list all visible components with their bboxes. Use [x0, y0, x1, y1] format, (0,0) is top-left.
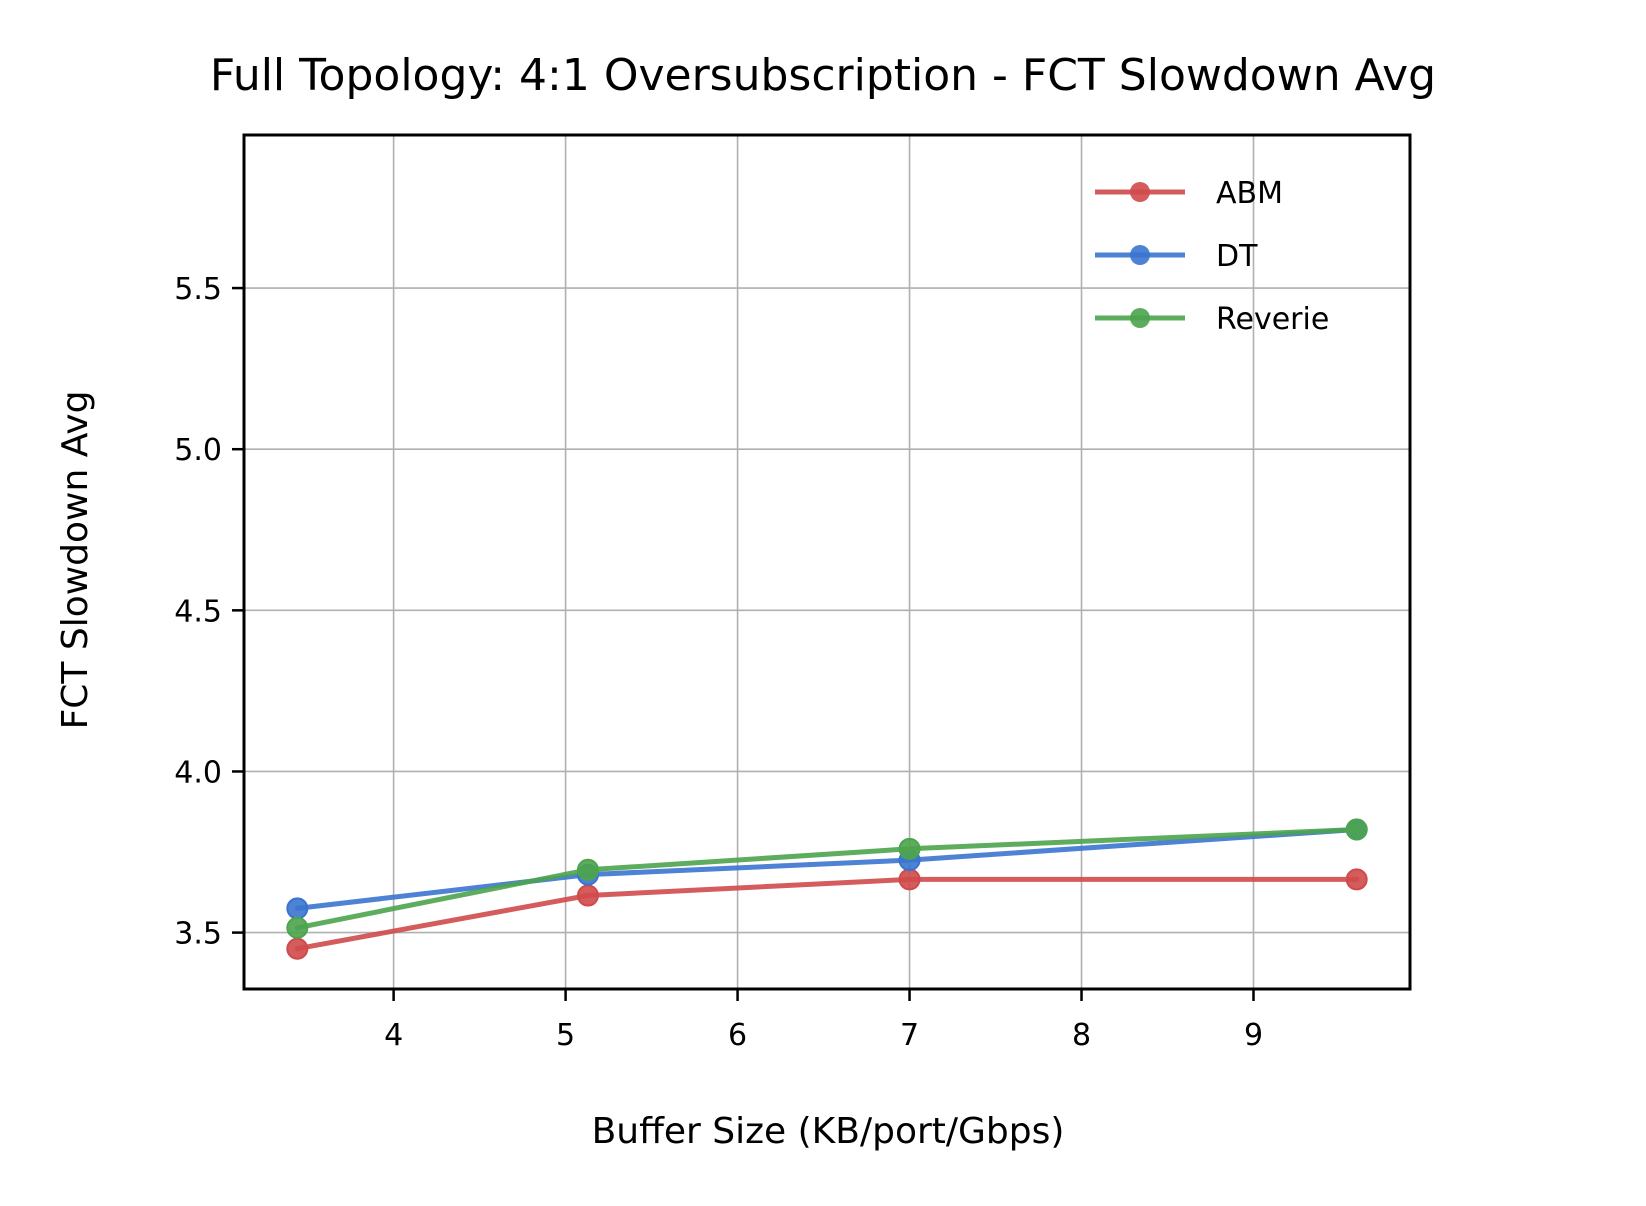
series-reverie [286, 818, 1368, 939]
y-tick-label: 4.0 [174, 755, 222, 790]
x-tick-label: 5 [556, 1018, 575, 1053]
data-point-abm [286, 937, 309, 960]
data-point-reverie [576, 858, 599, 881]
y-tick-label: 3.5 [174, 917, 222, 952]
series-line-reverie [294, 827, 1360, 931]
plot-area-frame [242, 133, 1412, 991]
series-abm [286, 868, 1368, 960]
data-point-abm [576, 884, 599, 907]
x-axis-label: Buffer Size (KB/port/Gbps) [592, 1111, 1065, 1152]
legend-item-abm: ABM [1095, 176, 1283, 211]
legend-label: Reverie [1216, 302, 1329, 337]
y-tick-label: 5.5 [174, 272, 222, 307]
legend-label: ABM [1216, 176, 1283, 211]
data-point-reverie [898, 837, 921, 860]
chart-title: Full Topology: 4:1 Oversubscription - FC… [210, 50, 1436, 101]
legend-marker [1130, 182, 1150, 202]
legend-item-dt: DT [1095, 239, 1258, 274]
data-point-dt [286, 897, 309, 920]
y-axis-label: FCT Slowdown Avg [55, 391, 96, 730]
x-tick-label: 9 [1244, 1018, 1263, 1053]
axis-ticks: 4 5 6 7 8 9 3.5 4.0 4.5 5.0 5.5 [174, 272, 1263, 1053]
data-point-reverie [1345, 818, 1368, 841]
legend: ABM DT Reverie [1095, 176, 1329, 337]
x-tick-label: 4 [384, 1018, 403, 1053]
x-tick-label: 7 [900, 1018, 919, 1053]
series-line-abm [294, 876, 1360, 952]
x-tick-label: 8 [1072, 1018, 1091, 1053]
series-layer [286, 818, 1368, 960]
legend-label: DT [1216, 239, 1258, 274]
legend-item-reverie: Reverie [1095, 302, 1329, 337]
series-line-dt [294, 827, 1360, 911]
legend-marker [1130, 245, 1150, 265]
y-tick-label: 4.5 [174, 594, 222, 629]
legend-marker [1130, 308, 1150, 328]
data-point-abm [1345, 868, 1368, 891]
data-point-reverie [286, 916, 309, 939]
x-tick-label: 6 [728, 1018, 747, 1053]
y-tick-label: 5.0 [174, 433, 222, 468]
data-point-abm [898, 868, 921, 891]
grid [244, 135, 1410, 989]
